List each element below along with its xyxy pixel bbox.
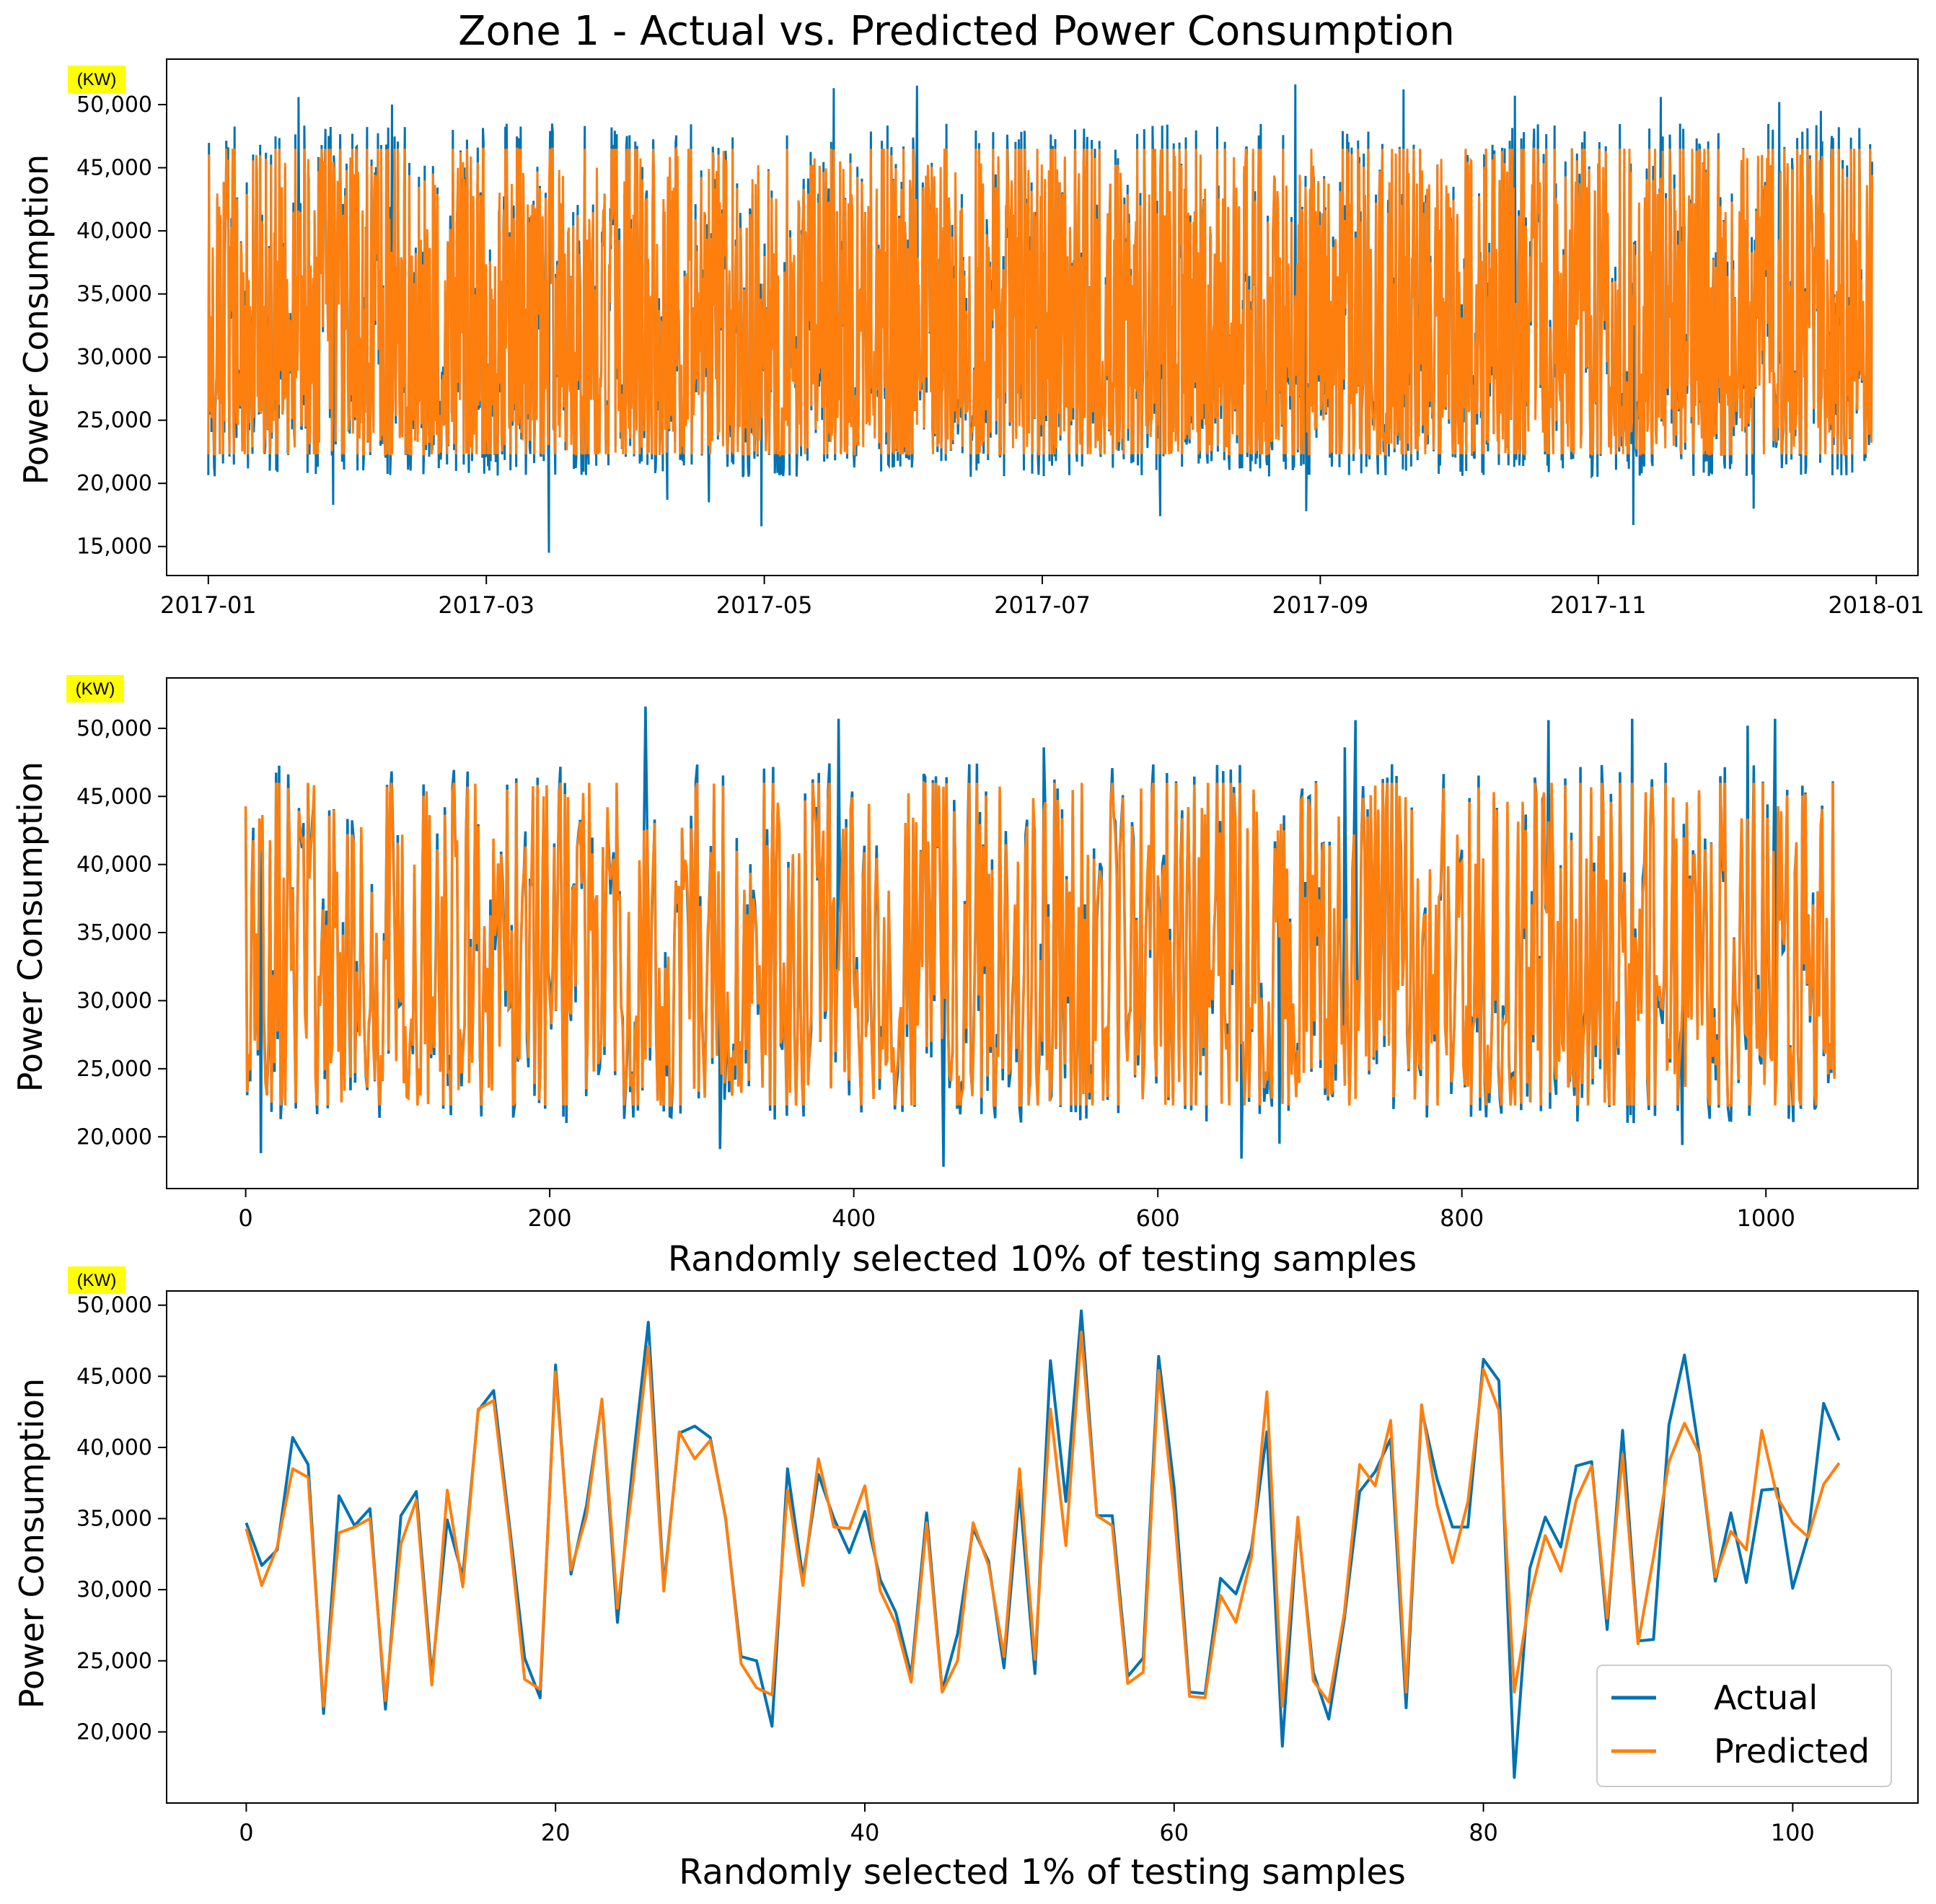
- y-tick-label: 30,000: [76, 988, 152, 1013]
- legend-box: [1596, 1665, 1892, 1787]
- x-tick-label: 400: [832, 1204, 876, 1232]
- x-tick-label: 2017-03: [438, 591, 534, 619]
- legend-actual-label: Actual: [1714, 1678, 1818, 1717]
- x-axis-label: Randomly selected 1% of testing samples: [679, 1852, 1406, 1892]
- x-tick-label: 40: [850, 1819, 880, 1846]
- y-tick-label: 20,000: [76, 1719, 152, 1745]
- ticks-layer: 20,000 25,000 30,000 35,000 40,000 45,000 50,0…: [76, 1293, 1815, 1846]
- series-layer: [207, 84, 1873, 553]
- unit-badge-label: (KW): [77, 70, 117, 89]
- y-tick-label: 40,000: [76, 1435, 152, 1460]
- x-tick-label: 1000: [1737, 1204, 1795, 1232]
- x-tick-label: 200: [528, 1204, 572, 1232]
- x-tick-label: 20: [541, 1819, 571, 1846]
- y-tick-label: 25,000: [76, 1057, 152, 1082]
- legend-predicted-label: Predicted: [1714, 1732, 1870, 1771]
- y-tick-label: 40,000: [76, 219, 152, 244]
- y-tick-label: 40,000: [76, 852, 152, 878]
- y-tick-label: 30,000: [76, 1577, 152, 1603]
- unit-badge-background: [66, 675, 124, 702]
- x-tick-label: 2017-01: [160, 591, 257, 619]
- y-tick-label: 35,000: [76, 920, 152, 946]
- x-tick-label: 100: [1771, 1819, 1815, 1846]
- x-tick-label: 600: [1136, 1204, 1180, 1232]
- x-axis-label: Randomly selected 10% of testing samples: [668, 1239, 1417, 1279]
- x-tick-label: 800: [1440, 1204, 1484, 1232]
- figure-title: Zone 1 - Actual vs. Predicted Power Cons…: [458, 8, 1455, 55]
- y-tick-label: 25,000: [76, 1649, 152, 1674]
- series-predicted-line: [207, 146, 1873, 456]
- series-predicted-line: [245, 1331, 1841, 1708]
- y-tick-label: 20,000: [76, 1124, 152, 1150]
- unit-badge-background: [68, 1266, 126, 1294]
- x-tick-label: 2018-01: [1828, 591, 1924, 619]
- y-tick-label: 50,000: [76, 716, 152, 741]
- y-tick-label: 30,000: [76, 345, 152, 370]
- panel-full-year: (KW) Power Consumption 15,000 20,000 25,00…: [17, 58, 1924, 619]
- y-tick-label: 20,000: [76, 471, 152, 496]
- unit-badge-background: [68, 66, 126, 93]
- plot-area-frame: [166, 677, 1919, 1189]
- y-tick-label: 45,000: [76, 156, 152, 181]
- series-layer: [244, 706, 1836, 1167]
- x-tick-label: 2017-07: [994, 591, 1091, 619]
- y-tick-label: 50,000: [76, 92, 152, 118]
- ticks-layer: 20,000 25,000 30,000 35,000 40,000 45,000 50,0…: [76, 716, 1795, 1232]
- y-tick-label: 45,000: [76, 1364, 152, 1389]
- y-axis-label: Power Consumption: [17, 154, 56, 485]
- x-tick-label: 60: [1159, 1819, 1189, 1846]
- panel-ten-percent: (KW) Power Consumption Randomly selected…: [11, 675, 1919, 1279]
- plot-area-frame: [166, 1290, 1919, 1804]
- y-tick-label: 25,000: [76, 408, 152, 433]
- x-tick-label: 2017-11: [1550, 591, 1647, 619]
- x-tick-label: 0: [238, 1204, 252, 1232]
- x-tick-label: 2017-09: [1272, 591, 1369, 619]
- y-tick-label: 35,000: [76, 1507, 152, 1532]
- y-tick-label: 45,000: [76, 784, 152, 809]
- x-tick-label: 2017-05: [716, 591, 813, 619]
- ticks-layer: 15,000 20,000 25,000 30,000 35,000 40,000 45,0…: [76, 92, 1924, 619]
- x-tick-label: 80: [1469, 1819, 1498, 1846]
- x-tick-label: 0: [239, 1819, 253, 1846]
- plot-area-frame: [166, 58, 1919, 576]
- unit-badge-label: (KW): [76, 679, 115, 699]
- y-axis-label: Power Consumption: [12, 1378, 51, 1709]
- panel-one-percent: (KW) Power Consumption Randomly selected…: [12, 1266, 1919, 1892]
- y-tick-label: 35,000: [76, 282, 152, 307]
- y-tick-label: 15,000: [76, 534, 152, 560]
- legend: Actual Predicted: [1596, 1665, 1892, 1787]
- series-predicted-line: [244, 780, 1836, 1107]
- y-tick-label: 50,000: [76, 1293, 152, 1318]
- unit-badge-label: (KW): [77, 1271, 117, 1290]
- y-axis-label: Power Consumption: [11, 762, 50, 1092]
- series-layer: [245, 1309, 1841, 1779]
